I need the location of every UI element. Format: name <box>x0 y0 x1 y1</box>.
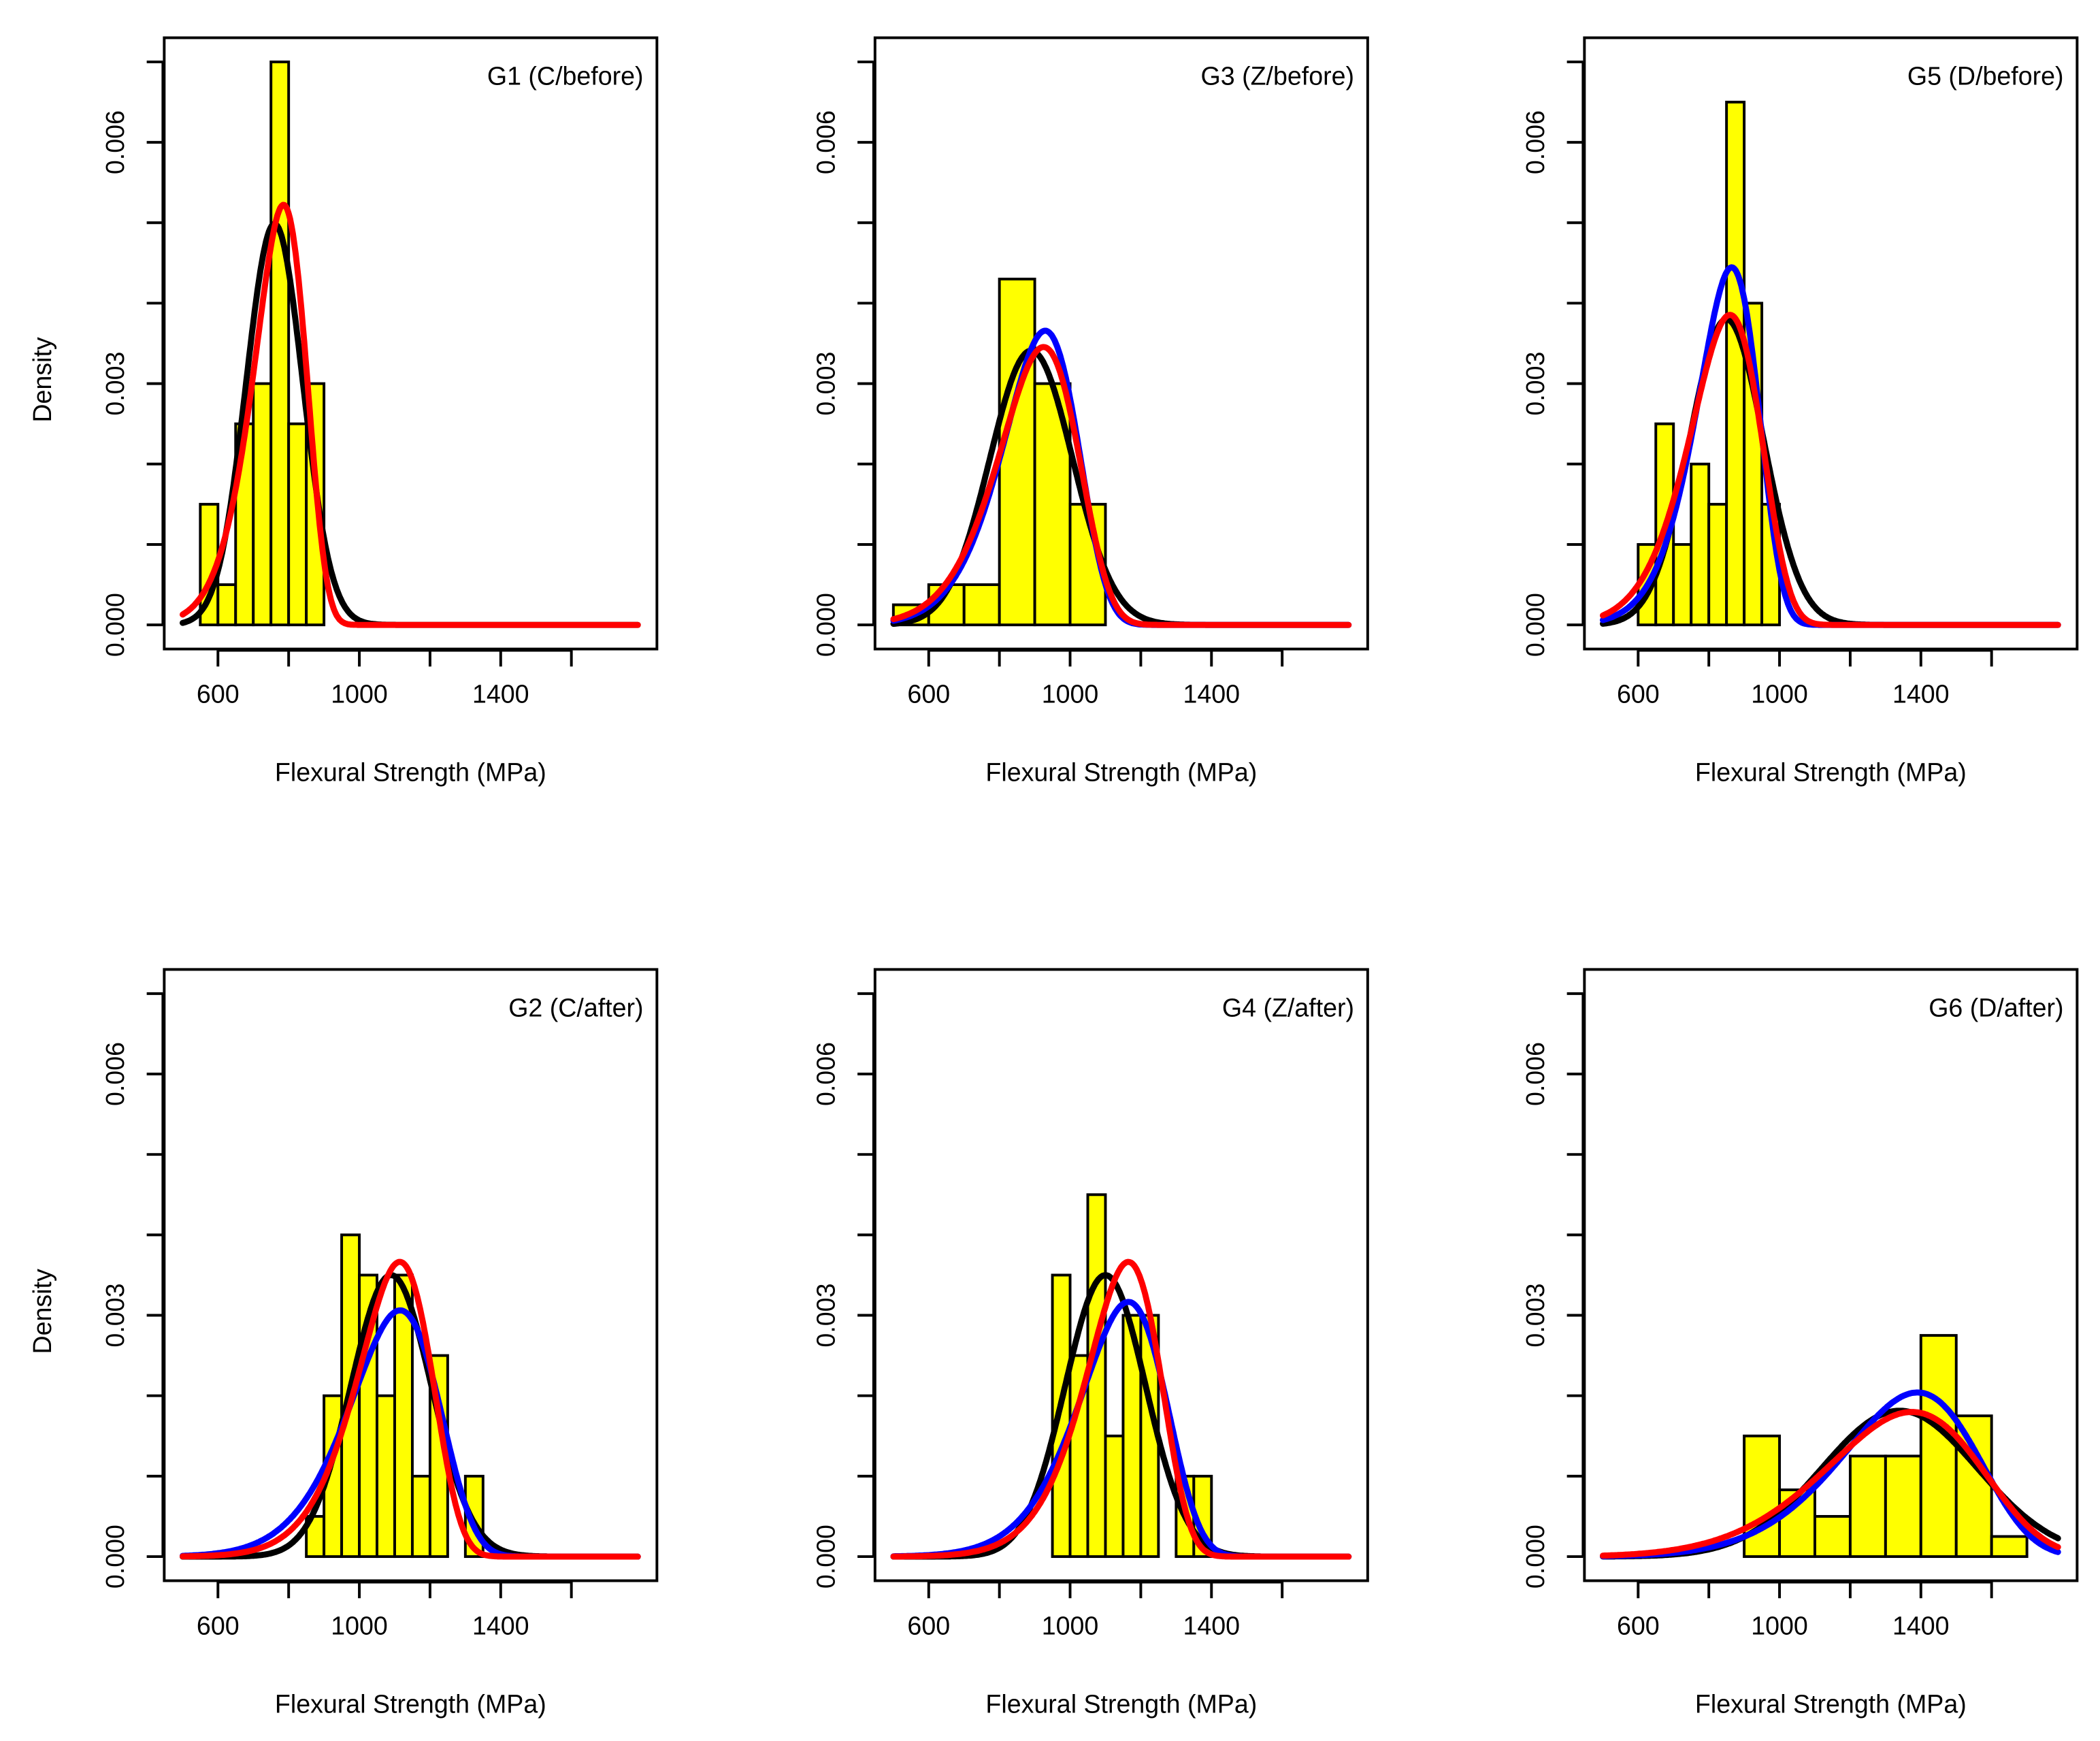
histogram-bar <box>252 382 273 627</box>
histogram-bar <box>376 1394 396 1559</box>
histogram-bar <box>216 583 237 627</box>
histogram-bar <box>1672 542 1693 627</box>
y-tick-label: 0.000 <box>1521 593 1549 657</box>
histogram-bar <box>393 1273 414 1559</box>
y-tick-label: 0.003 <box>101 1284 129 1348</box>
x-tick-label: 600 <box>197 680 240 709</box>
histogram-bar <box>1104 1434 1125 1559</box>
x-tick-label: 600 <box>907 680 950 709</box>
y-tick-label: 0.000 <box>811 593 840 657</box>
panel-1: 600 1000 1400 0.000 0.003 0.006 G1 (C/before) F… <box>28 36 659 786</box>
y-tick-label: 0.006 <box>101 110 129 174</box>
x-axis-label: Flexural Strength (MPa) <box>1695 758 1967 786</box>
x-tick-label: 1400 <box>1183 1612 1240 1640</box>
panel-title: G6 (D/after) <box>1929 994 2063 1022</box>
plot-frame <box>1583 968 2079 1582</box>
x-axis-label: Flexural Strength (MPa) <box>275 758 546 786</box>
density-curve-weibull <box>1599 1409 2061 1559</box>
x-tick-label: 1400 <box>1892 680 1950 709</box>
x-tick-label: 1000 <box>331 1612 388 1640</box>
histogram-bar <box>287 422 308 627</box>
panel-title: G5 (D/before) <box>1907 62 2064 91</box>
x-tick-label: 1400 <box>472 680 529 709</box>
x-tick-label: 1000 <box>1751 1612 1808 1640</box>
y-tick-label: 0.006 <box>1521 1042 1549 1106</box>
y-tick-label: 0.003 <box>1521 352 1549 416</box>
x-tick-label: 600 <box>907 1612 950 1640</box>
x-tick-label: 600 <box>197 1612 240 1640</box>
x-axis-label: Flexural Strength (MPa) <box>985 758 1257 786</box>
y-tick-label: 0.000 <box>1521 1525 1549 1589</box>
panel-title: G2 (C/after) <box>508 994 643 1022</box>
panel-5: 600 1000 1400 0.000 0.003 0.006 G4 (Z/after) Fl… <box>811 968 1369 1718</box>
panel-2: 600 1000 1400 0.000 0.003 0.006 G3 (Z/before) F… <box>811 36 1369 786</box>
panel-title: G3 (Z/before) <box>1201 62 1355 91</box>
histogram-bar <box>410 1474 431 1559</box>
x-tick-label: 1000 <box>1042 1612 1099 1640</box>
panel-4: 600 1000 1400 0.000 0.003 0.006 G2 (C/after) Fl… <box>28 968 659 1718</box>
histogram-bar <box>1690 462 1711 627</box>
y-tick-label: 0.006 <box>811 1042 840 1106</box>
density-curve-weibull <box>890 1258 1352 1560</box>
density-curve-weibull <box>1599 312 2061 628</box>
y-tick-label: 0.003 <box>101 352 129 416</box>
y-tick-label: 0.006 <box>1521 110 1549 174</box>
histogram-bar <box>1814 1514 1852 1559</box>
y-tick-label: 0.000 <box>101 1525 129 1589</box>
histogram-bar <box>1707 502 1728 627</box>
histogram-bar <box>1848 1454 1887 1559</box>
histogram-bar <box>998 278 1036 627</box>
x-tick-label: 1400 <box>472 1612 529 1640</box>
panel-3: 600 1000 1400 0.000 0.003 0.006 G5 (D/before) F… <box>1521 36 2079 786</box>
y-tick-label: 0.003 <box>811 352 840 416</box>
density-curve-blue-fit <box>890 327 1352 628</box>
histogram-bar <box>1725 101 1746 627</box>
y-axis-label: Density <box>28 1269 56 1354</box>
x-tick-label: 600 <box>1617 680 1660 709</box>
histogram-bar <box>1743 1434 1782 1559</box>
histogram-bar <box>1990 1535 2029 1559</box>
density-curve-weibull <box>179 1258 641 1560</box>
y-tick-label: 0.003 <box>1521 1284 1549 1348</box>
histogram-bar <box>269 60 291 627</box>
x-axis-label: Flexural Strength (MPa) <box>275 1689 546 1718</box>
panel-title: G4 (Z/after) <box>1222 994 1354 1022</box>
density-curve-weibull <box>890 344 1352 628</box>
x-tick-label: 600 <box>1617 1612 1660 1640</box>
x-tick-label: 1000 <box>331 680 388 709</box>
histogram-bar <box>962 583 1001 627</box>
histogram-bar <box>1884 1454 1922 1559</box>
x-axis-label: Flexural Strength (MPa) <box>1695 1689 1967 1718</box>
histogram-bar <box>1919 1334 1958 1559</box>
plot-frame <box>873 36 1369 651</box>
y-axis-label: Density <box>28 337 56 423</box>
x-axis-label: Flexural Strength (MPa) <box>985 1689 1257 1718</box>
panel-6: 600 1000 1400 0.000 0.003 0.006 G6 (D/after) Fl… <box>1521 968 2079 1718</box>
x-tick-label: 1400 <box>1892 1612 1950 1640</box>
y-tick-label: 0.000 <box>101 593 129 657</box>
x-tick-label: 1000 <box>1042 680 1099 709</box>
x-tick-label: 1000 <box>1751 680 1808 709</box>
histogram-bar <box>1954 1414 1993 1559</box>
y-tick-label: 0.006 <box>101 1042 129 1106</box>
density-curve-weibull <box>179 201 641 628</box>
y-tick-label: 0.003 <box>811 1284 840 1348</box>
x-tick-label: 1400 <box>1183 680 1240 709</box>
panel-title: G1 (C/before) <box>487 62 644 91</box>
y-tick-label: 0.000 <box>811 1525 840 1589</box>
y-tick-label: 0.006 <box>811 110 840 174</box>
